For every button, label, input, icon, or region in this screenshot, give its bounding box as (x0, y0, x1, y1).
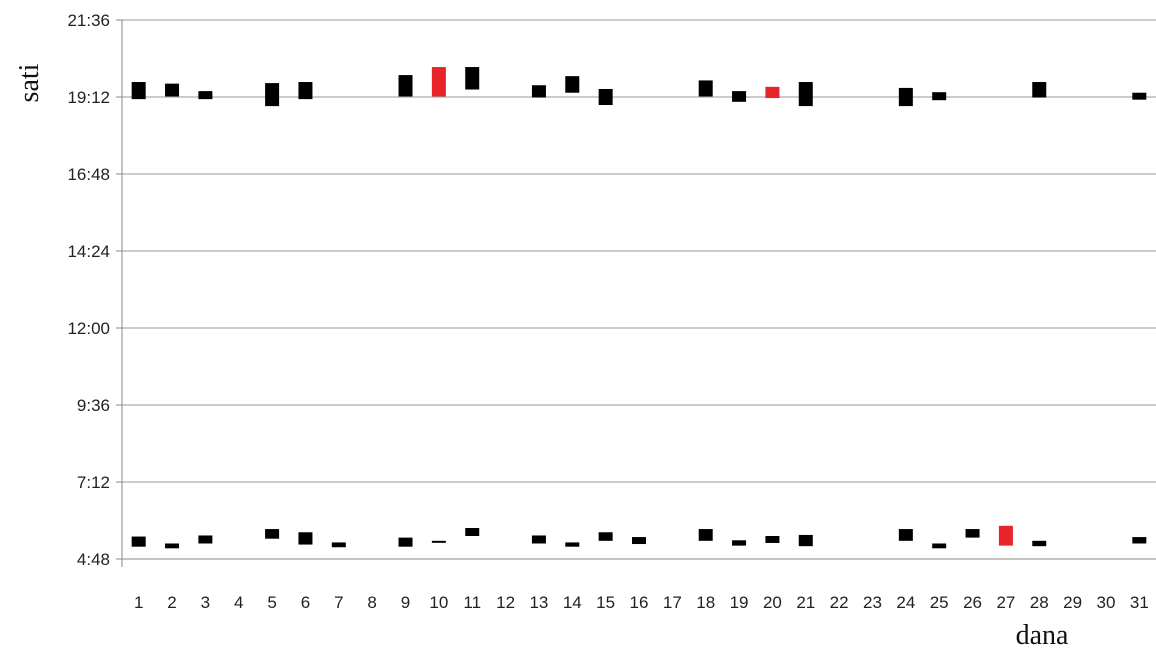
morning-bar-day-11 (465, 527, 480, 537)
evening-bar-day-2 (165, 83, 180, 97)
x-tick-label: 19 (730, 593, 749, 612)
morning-bar-day-6 (298, 532, 313, 545)
x-tick-label: 29 (1063, 593, 1082, 612)
axes (121, 20, 1156, 567)
evening-bar-day-15 (598, 88, 613, 106)
morning-bar-day-21 (798, 534, 813, 547)
x-tick-label: 8 (367, 593, 376, 612)
y-tick-label: 9:36 (77, 396, 110, 415)
x-tick-label: 17 (663, 593, 682, 612)
morning-bar-day-1 (131, 536, 146, 547)
y-tick-label: 12:00 (67, 319, 110, 338)
x-tick-labels: 1 2 3 4 5 6 7 8 9 10 11 12 13 14 15 16 17 18 19 20 21 22 23 24 2… (134, 593, 1149, 612)
morning-bar-day-15 (598, 532, 613, 541)
morning-bar-day-13 (531, 535, 546, 544)
x-tick-label: 4 (234, 593, 243, 612)
x-tick-label: 16 (630, 593, 649, 612)
x-tick-label: 28 (1030, 593, 1049, 612)
x-tick-label: 14 (563, 593, 582, 612)
x-tick-label: 18 (696, 593, 715, 612)
x-tick-label: 23 (863, 593, 882, 612)
evening-bar-day-5 (265, 83, 280, 107)
evening-bar-day-14 (565, 76, 580, 93)
x-tick-label: 30 (1097, 593, 1116, 612)
x-tick-label: 12 (496, 593, 515, 612)
evening-bar-day-13 (531, 85, 546, 98)
x-tick-label: 22 (830, 593, 849, 612)
x-tick-label: 26 (963, 593, 982, 612)
y-tick-label: 7:12 (77, 473, 110, 492)
morning-bar-day-31 (1132, 537, 1147, 544)
x-tick-label: 25 (930, 593, 949, 612)
morning-bar-day-26 (965, 529, 980, 538)
y-tick-label: 16:48 (67, 165, 110, 184)
evening-bar-day-19 (732, 91, 747, 102)
x-tick-label: 7 (334, 593, 343, 612)
morning-bar-day-7 (331, 542, 346, 548)
x-tick-label: 31 (1130, 593, 1149, 612)
x-tick-label: 24 (896, 593, 915, 612)
morning-bar-day-25 (932, 543, 947, 549)
bars (131, 67, 1147, 549)
gridlines (116, 19, 1156, 560)
morning-bar-day-5 (265, 529, 280, 539)
morning-bar-day-10 (431, 540, 446, 543)
evening-bar-day-9 (398, 75, 413, 97)
x-tick-label: 15 (596, 593, 615, 612)
x-tick-label: 1 (134, 593, 143, 612)
evening-bar-day-11 (465, 67, 480, 90)
morning-bar-day-19 (732, 540, 747, 546)
evening-bar-day-10 (431, 67, 446, 97)
morning-bar-day-27 (998, 525, 1013, 546)
morning-bar-day-18 (698, 529, 713, 541)
x-tick-label: 27 (996, 593, 1015, 612)
morning-bar-day-16 (632, 537, 646, 545)
x-tick-label: 20 (763, 593, 782, 612)
x-tick-label: 2 (167, 593, 176, 612)
morning-bar-day-24 (898, 529, 913, 541)
evening-bar-day-24 (898, 87, 913, 107)
y-tick-labels: 4:48 7:12 9:36 12:00 14:24 16:48 19:12 21:36 (67, 11, 110, 569)
morning-bar-day-28 (1032, 540, 1047, 547)
evening-bar-day-20 (765, 86, 780, 99)
morning-bar-day-3 (198, 535, 213, 544)
x-tick-label: 21 (796, 593, 815, 612)
evening-bar-day-18 (698, 80, 713, 97)
y-tick-label: 4:48 (77, 550, 110, 569)
y-tick-label: 19:12 (67, 88, 110, 107)
x-tick-label: 10 (429, 593, 448, 612)
evening-bar-day-3 (198, 91, 213, 100)
morning-bar-day-20 (765, 536, 780, 543)
y-axis-title: sati (14, 63, 45, 102)
morning-bar-day-14 (565, 542, 580, 547)
y-tick-label: 14:24 (67, 242, 110, 261)
evening-bar-day-25 (932, 92, 947, 101)
x-tick-label: 11 (463, 593, 481, 612)
x-tick-label: 13 (529, 593, 548, 612)
x-axis-title: dana (1016, 620, 1069, 648)
x-tick-label: 6 (301, 593, 310, 612)
morning-bar-day-9 (398, 537, 413, 547)
x-tick-label: 3 (201, 593, 210, 612)
evening-bar-day-6 (298, 82, 313, 100)
evening-bar-day-21 (798, 82, 813, 107)
evening-bar-day-31 (1132, 92, 1147, 100)
evening-bar-day-1 (131, 82, 146, 100)
x-tick-label: 5 (267, 593, 276, 612)
morning-bar-day-2 (165, 543, 180, 549)
evening-bar-day-28 (1032, 82, 1047, 98)
x-tick-label: 9 (401, 593, 410, 612)
y-tick-label: 21:36 (67, 11, 110, 30)
